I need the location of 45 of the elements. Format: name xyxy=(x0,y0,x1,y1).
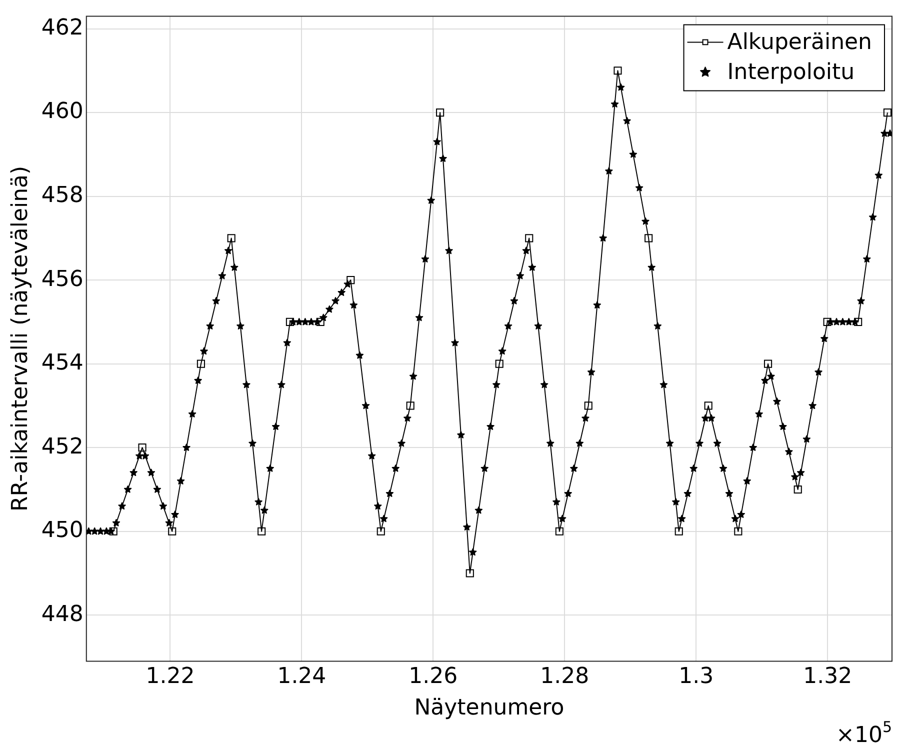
y-tick-label: 460 xyxy=(41,99,84,124)
point xyxy=(466,569,474,578)
x-tick-label: 1.24 xyxy=(277,664,326,690)
point xyxy=(883,108,892,117)
x-tick-label: 1.32 xyxy=(803,664,852,690)
y-tick-label: 458 xyxy=(41,183,84,208)
point xyxy=(854,318,862,326)
point xyxy=(406,402,414,410)
point xyxy=(376,527,385,536)
y-tick-label: 454 xyxy=(41,350,84,376)
point xyxy=(823,318,832,326)
point xyxy=(495,360,504,368)
y-tick-label: 462 xyxy=(41,15,84,40)
point xyxy=(644,234,653,242)
point xyxy=(258,527,266,536)
legend-label: Interpoloitu xyxy=(727,60,855,85)
point xyxy=(584,402,592,410)
point xyxy=(196,360,206,368)
x-tick-label: 1.26 xyxy=(408,664,458,690)
point xyxy=(316,318,324,326)
point xyxy=(346,276,355,284)
y-tick-label: 450 xyxy=(41,518,84,544)
point xyxy=(227,234,236,242)
point xyxy=(794,485,802,494)
point xyxy=(109,527,118,536)
x-tick-label: 1.28 xyxy=(540,664,590,690)
y-tick-label: 452 xyxy=(41,434,84,460)
y-tick-label: 448 xyxy=(41,602,84,627)
point xyxy=(436,108,444,117)
point xyxy=(614,66,622,75)
x-axis-title: Näytenumero xyxy=(414,696,564,721)
y-tick-label: 456 xyxy=(41,266,84,292)
point xyxy=(734,527,742,536)
point xyxy=(764,360,772,368)
x-tick-label: 1.3 xyxy=(678,664,714,690)
legend-label: Alkuperäinen xyxy=(727,30,872,55)
point xyxy=(138,444,146,452)
y-axis-title: RR-aikaintervalli (näyteväleinä) xyxy=(8,166,33,512)
point xyxy=(286,318,294,326)
point xyxy=(704,402,712,410)
point xyxy=(168,527,176,536)
x-tick-label: 1.22 xyxy=(146,664,195,690)
point xyxy=(525,234,534,242)
point xyxy=(674,527,683,536)
point xyxy=(555,527,564,536)
